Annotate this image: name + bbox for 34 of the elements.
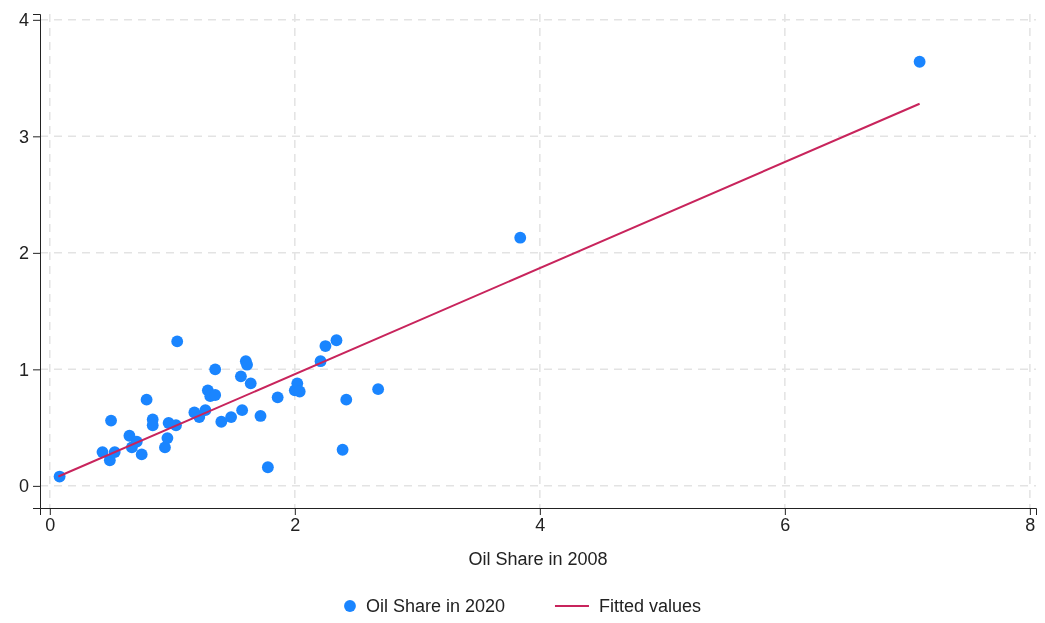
x-tick-label: 0 [45, 514, 56, 535]
y-tick-label: 3 [18, 126, 29, 147]
x-tick-label: 8 [1025, 514, 1036, 535]
point [105, 414, 117, 427]
point [319, 340, 332, 352]
x-axis-title: Oil Share in 2008 [468, 549, 608, 569]
point [171, 335, 184, 348]
y-tick-label: 2 [18, 243, 29, 264]
point [161, 432, 174, 444]
x-tick-label: 6 [780, 514, 791, 535]
x-tick-label: 2 [290, 514, 301, 535]
point [372, 383, 385, 396]
point [215, 415, 228, 428]
point [235, 370, 247, 383]
point [913, 55, 926, 68]
legend-label: Oil Share in 2020 [365, 596, 506, 616]
y-tick-label: 4 [18, 10, 29, 31]
point [244, 377, 257, 390]
point [135, 448, 148, 461]
y-tick-label: 1 [18, 359, 29, 380]
y-tick-label: 0 [18, 476, 29, 497]
point [140, 393, 153, 406]
x-tick-label: 4 [535, 514, 546, 535]
point [336, 443, 349, 456]
legend-label: Fitted values [598, 596, 702, 616]
point [236, 404, 249, 417]
point [340, 393, 353, 406]
point [330, 334, 343, 347]
point [271, 391, 284, 404]
point [254, 410, 267, 422]
point [514, 231, 527, 244]
point [209, 363, 222, 376]
point [261, 461, 274, 474]
point [225, 411, 238, 424]
